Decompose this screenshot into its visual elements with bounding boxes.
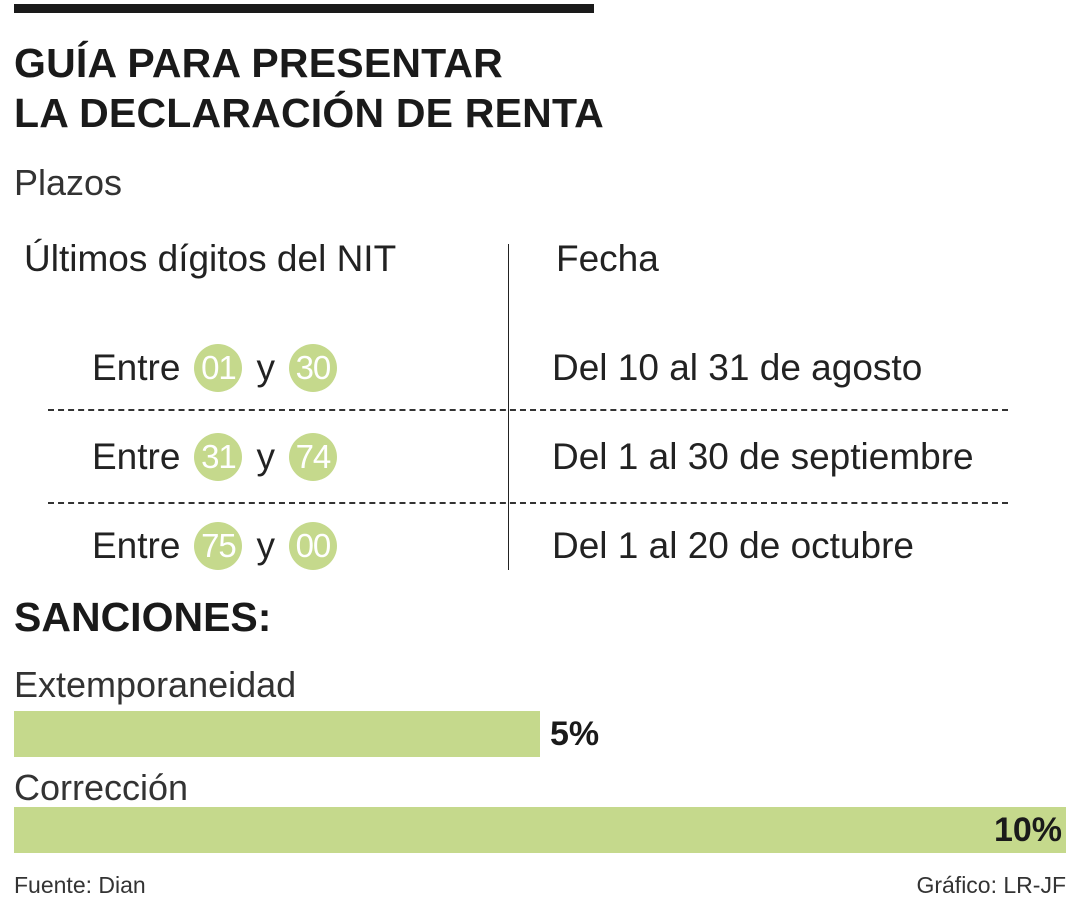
bar-track-correccion: 10% — [14, 807, 1066, 853]
digit-badge-to: 00 — [288, 522, 337, 570]
range-word: Entre — [92, 347, 181, 388]
header-date: Fecha — [556, 238, 659, 279]
range-conjunction: y — [256, 436, 275, 477]
table-row: Entre 01 y 30 Del 10 al 31 de agosto — [0, 338, 1080, 398]
bar-extemporaneidad — [14, 711, 540, 757]
table-row: Entre 31 y 74 Del 1 al 30 de septiembre — [0, 427, 1080, 487]
bar-label-correccion: Corrección — [14, 767, 189, 808]
header-nit-digits: Últimos dígitos del NIT — [24, 238, 397, 279]
range-conjunction: y — [256, 525, 275, 566]
row-separator — [48, 409, 1008, 411]
digit-range: Entre 75 y 00 — [92, 516, 337, 576]
digit-badge-from: 75 — [194, 522, 243, 570]
digit-badge-from: 01 — [194, 344, 243, 392]
digit-range: Entre 31 y 74 — [92, 427, 337, 487]
bar-correccion — [14, 807, 1066, 853]
sanctions-title: SANCIONES: — [14, 594, 272, 640]
subtitle: Plazos — [14, 162, 123, 203]
bar-track-extemporaneidad: 5% — [14, 711, 1066, 757]
table-row: Entre 75 y 00 Del 1 al 20 de octubre — [0, 516, 1080, 576]
date-range: Del 1 al 20 de octubre — [552, 525, 915, 566]
range-conjunction: y — [256, 347, 275, 388]
range-word: Entre — [92, 436, 181, 477]
date-range: Del 1 al 30 de septiembre — [552, 436, 974, 477]
source-note: Fuente: Dian — [14, 872, 146, 898]
digit-badge-from: 31 — [194, 433, 243, 481]
title-line-1: GUÍA PARA PRESENTAR — [14, 40, 503, 86]
title-line-2: LA DECLARACIÓN DE RENTA — [14, 90, 604, 136]
digit-badge-to: 74 — [288, 433, 337, 481]
range-word: Entre — [92, 525, 181, 566]
bar-value-extemporaneidad: 5% — [550, 714, 600, 753]
digit-range: Entre 01 y 30 — [92, 338, 337, 398]
top-rule — [14, 4, 594, 13]
bar-label-extemporaneidad: Extemporaneidad — [14, 664, 297, 705]
page-title: GUÍA PARA PRESENTAR LA DECLARACIÓN DE RE… — [14, 38, 604, 138]
column-divider — [508, 244, 509, 570]
bar-value-correccion: 10% — [993, 810, 1062, 849]
digit-badge-to: 30 — [288, 344, 337, 392]
row-separator — [48, 502, 1008, 504]
graphic-credit: Gráfico: LR-JF — [916, 872, 1066, 898]
date-range: Del 10 al 31 de agosto — [552, 347, 923, 388]
